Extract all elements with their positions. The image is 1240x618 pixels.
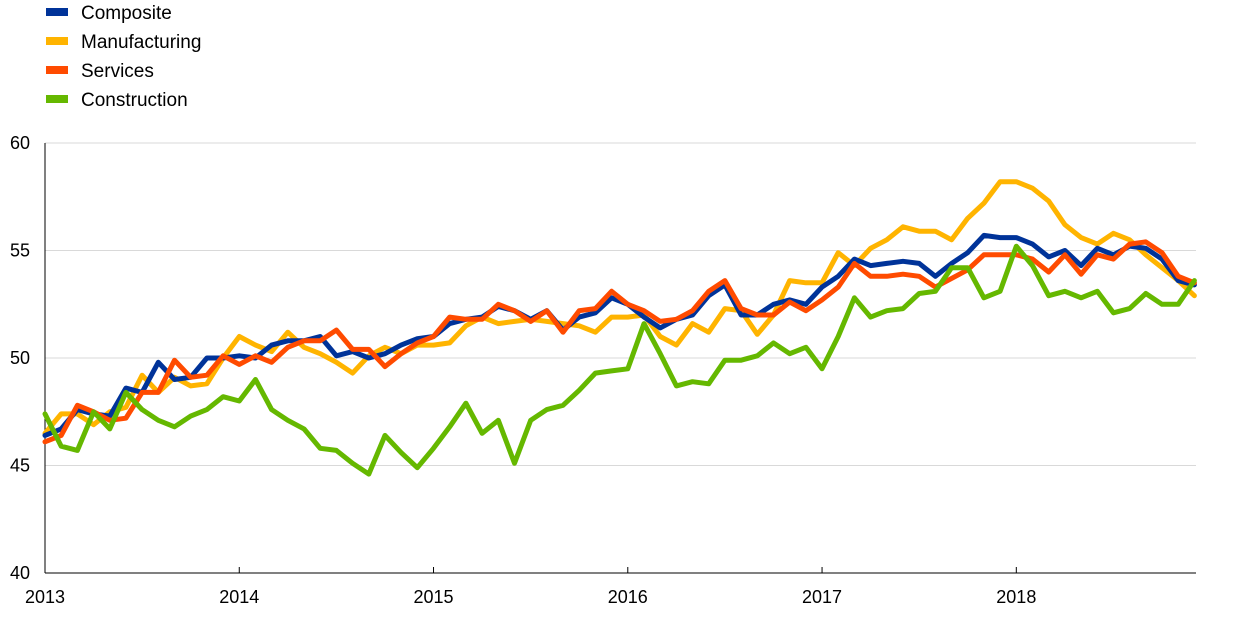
y-tick-label: 40 xyxy=(10,563,30,583)
legend-swatch-services xyxy=(46,66,68,74)
y-tick-label: 55 xyxy=(10,241,30,261)
legend: Composite Manufacturing Services Constructi… xyxy=(46,3,201,111)
legend-label-manufacturing: Manufacturing xyxy=(81,32,201,53)
legend-swatch-manufacturing xyxy=(46,37,68,45)
x-axis-ticks: 2013 2014 2015 2016 2017 2018 xyxy=(25,567,1036,607)
legend-label-composite: Composite xyxy=(81,3,172,24)
y-axis-ticks: 40 45 50 55 60 xyxy=(10,133,30,583)
series-line-services xyxy=(42,239,1197,445)
x-tick-label: 2015 xyxy=(413,587,453,607)
series-line-construction xyxy=(42,243,1197,477)
series-line-manufacturing xyxy=(42,179,1197,436)
x-tick-label: 2014 xyxy=(219,587,259,607)
series-line-composite xyxy=(42,232,1197,438)
x-tick-label: 2016 xyxy=(608,587,648,607)
legend-label-construction: Construction xyxy=(81,90,188,111)
legend-swatch-construction xyxy=(46,95,68,103)
legend-label-services: Services xyxy=(81,61,154,82)
x-tick-label: 2017 xyxy=(802,587,842,607)
series-lines xyxy=(42,179,1197,477)
x-tick-label: 2013 xyxy=(25,587,65,607)
y-tick-label: 45 xyxy=(10,456,30,476)
y-tick-label: 50 xyxy=(10,348,30,368)
y-tick-label: 60 xyxy=(10,133,30,153)
legend-swatch-composite xyxy=(46,8,68,16)
x-tick-label: 2018 xyxy=(996,587,1036,607)
